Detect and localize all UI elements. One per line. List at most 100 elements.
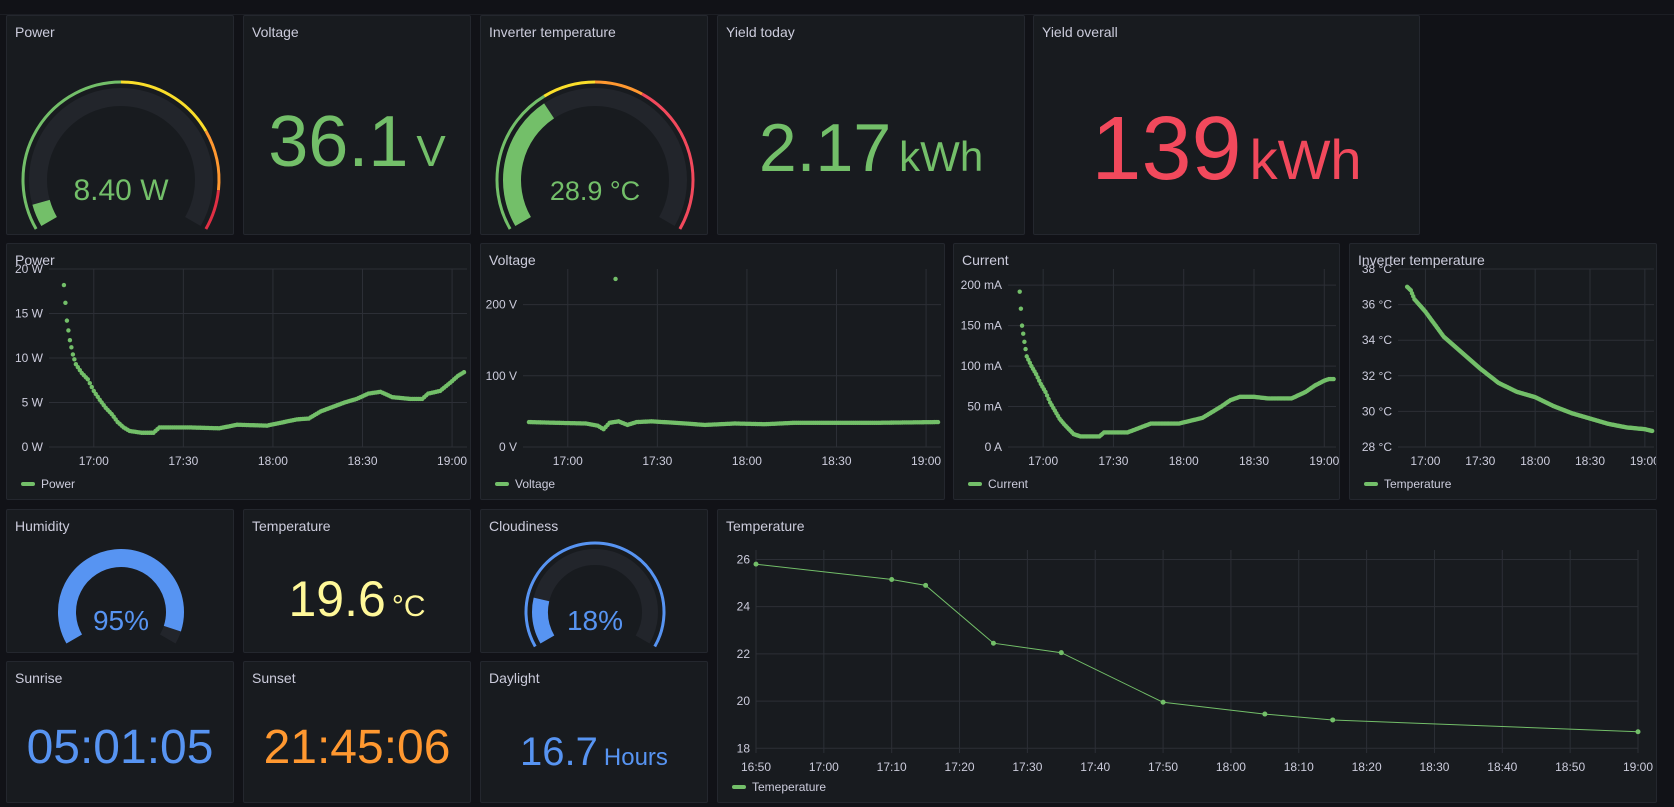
data-point xyxy=(63,300,68,306)
data-point xyxy=(61,282,67,288)
humidity-gauge-panel[interactable]: Humidity 95% xyxy=(6,509,234,653)
panel-title: Power xyxy=(15,252,55,268)
data-point xyxy=(923,582,929,588)
sunset-panel[interactable]: Sunset 21:45:06 xyxy=(243,661,471,803)
voltage-chart-panel[interactable]: Voltage 0 V 100 V 200 V 17:00 17:30 18:00 18:3… xyxy=(480,243,945,500)
gauge-value-text: 28.9 °C xyxy=(550,176,640,206)
panel-title: Daylight xyxy=(489,670,540,686)
x-tick-label: 18:30 xyxy=(821,454,851,468)
cloudiness-gauge-panel[interactable]: Cloudiness 18% xyxy=(480,509,708,653)
yield-today-number: 2.17 xyxy=(758,110,892,186)
power-gauge: 8.40 W xyxy=(21,80,221,230)
top-bar xyxy=(0,0,1674,15)
legend-swatch xyxy=(21,482,35,486)
current-chart-panel[interactable]: Current 0 A 50 mA 100 mA 150 mA 200 mA 17:00 1… xyxy=(953,243,1340,500)
daylight-number: 16.7 xyxy=(520,730,598,774)
gauge-value-arc xyxy=(532,597,555,644)
sunrise-panel[interactable]: Sunrise 05:01:05 xyxy=(6,661,234,803)
chart-legend[interactable]: Voltage xyxy=(495,477,555,491)
panel-title: Temperature xyxy=(726,518,805,534)
y-tick-label: 150 mA xyxy=(961,319,1002,333)
y-tick-label: 30 °C xyxy=(1362,404,1392,418)
x-tick-label: 17:00 xyxy=(809,760,839,774)
power-gauge-panel[interactable]: Power 8.40 W xyxy=(6,15,234,235)
x-tick-label: 17:40 xyxy=(1080,760,1110,774)
x-tick-label: 18:30 xyxy=(1239,454,1269,468)
data-point xyxy=(89,384,94,390)
y-tick-label: 100 V xyxy=(486,369,517,383)
power-chart-panel[interactable]: Power 0 W 5 W 10 W 15 W 20 W 17:00 17:30 18:00 1… xyxy=(6,243,471,500)
daylight-panel[interactable]: Daylight 16.7 Hours xyxy=(480,661,708,803)
panel-title: Current xyxy=(962,252,1009,268)
panel-title: Sunrise xyxy=(15,670,63,686)
legend-label: Temperature xyxy=(1384,477,1452,491)
data-point xyxy=(1262,711,1268,717)
inverter-temp-chart-panel[interactable]: Inverter temperature 28 °C 30 °C 32 °C 34 °… xyxy=(1349,243,1657,500)
chart-legend[interactable]: Current xyxy=(968,477,1028,491)
yield-today-unit: kWh xyxy=(899,133,984,180)
y-tick-label: 0 W xyxy=(22,440,44,454)
x-tick-label: 18:00 xyxy=(1520,454,1550,468)
x-tick-label: 17:00 xyxy=(1410,454,1440,468)
yield-overall-number: 139 xyxy=(1091,99,1242,199)
power-chart: 0 W 5 W 10 W 15 W 20 W 17:00 17:30 18:00 18:30 19… xyxy=(15,262,467,468)
data-point xyxy=(990,640,996,646)
data-point xyxy=(1023,346,1028,352)
panel-title: Humidity xyxy=(15,518,70,534)
y-tick-label: 36 °C xyxy=(1362,298,1392,312)
legend-label: Voltage xyxy=(515,477,556,491)
data-point xyxy=(1160,699,1166,705)
y-tick-label: 20 xyxy=(737,694,751,708)
data-point xyxy=(87,381,93,386)
data-point xyxy=(85,377,91,382)
data-point xyxy=(1019,323,1025,328)
panel-title: Cloudiness xyxy=(489,518,559,534)
x-tick-label: 19:00 xyxy=(911,454,941,468)
current-chart: 0 A 50 mA 100 mA 150 mA 200 mA 17:00 17:30 18:0… xyxy=(961,269,1339,468)
data-point xyxy=(1649,428,1655,434)
data-point xyxy=(67,338,73,343)
data-point xyxy=(1021,331,1026,336)
yield-today-panel[interactable]: Yield today 2.17 kWh xyxy=(717,15,1025,235)
y-tick-label: 38 °C xyxy=(1362,262,1392,276)
x-tick-label: 18:30 xyxy=(1419,760,1449,774)
threshold-band xyxy=(641,92,695,230)
temperature-value: 19.6 °C xyxy=(244,574,470,624)
chart-legend[interactable]: Temperature xyxy=(1364,477,1451,491)
data-point xyxy=(69,345,74,350)
chart-legend[interactable]: Temeperature xyxy=(732,780,826,794)
legend-label: Temeperature xyxy=(752,780,827,794)
temperature-stat-panel[interactable]: Temperature 19.6 °C xyxy=(243,509,471,653)
temperature-chart-panel[interactable]: Temperature 18 20 22 24 26 16:50 17:00 17:10 17:… xyxy=(717,509,1657,803)
x-tick-label: 18:20 xyxy=(1352,760,1382,774)
inverter-temp-gauge-panel[interactable]: Inverter temperature 28.9 °C xyxy=(480,15,708,235)
data-point xyxy=(889,577,895,583)
data-point xyxy=(1330,717,1336,723)
data-point xyxy=(1043,389,1048,395)
y-tick-label: 24 xyxy=(737,600,751,614)
x-tick-label: 17:20 xyxy=(945,760,975,774)
panel-title: Temperature xyxy=(252,518,331,534)
legend-swatch xyxy=(495,482,509,486)
y-tick-label: 18 xyxy=(737,741,751,755)
threshold-band xyxy=(204,130,221,191)
yield-overall-panel[interactable]: Yield overall 139 kWh xyxy=(1033,15,1420,235)
series-line xyxy=(755,563,1639,733)
data-point xyxy=(1044,393,1050,398)
gauge-track xyxy=(29,88,213,226)
temperature-chart: 18 20 22 24 26 16:50 17:00 17:10 17:20 17:30 17:40… xyxy=(737,550,1653,774)
data-point xyxy=(70,352,76,357)
x-tick-label: 17:30 xyxy=(642,454,672,468)
y-tick-label: 28 °C xyxy=(1362,440,1392,454)
x-tick-label: 17:00 xyxy=(553,454,583,468)
x-tick-label: 18:00 xyxy=(732,454,762,468)
x-tick-label: 18:30 xyxy=(347,454,377,468)
voltage-number: 36.1 xyxy=(268,102,409,182)
chart-legend[interactable]: Power xyxy=(21,477,75,491)
y-tick-label: 0 V xyxy=(499,440,517,454)
voltage-stat-panel[interactable]: Voltage 36.1 V xyxy=(243,15,471,235)
data-point xyxy=(1046,396,1051,402)
x-tick-label: 18:40 xyxy=(1487,760,1517,774)
x-tick-label: 19:00 xyxy=(1623,760,1653,774)
panel-title: Inverter temperature xyxy=(489,24,616,40)
